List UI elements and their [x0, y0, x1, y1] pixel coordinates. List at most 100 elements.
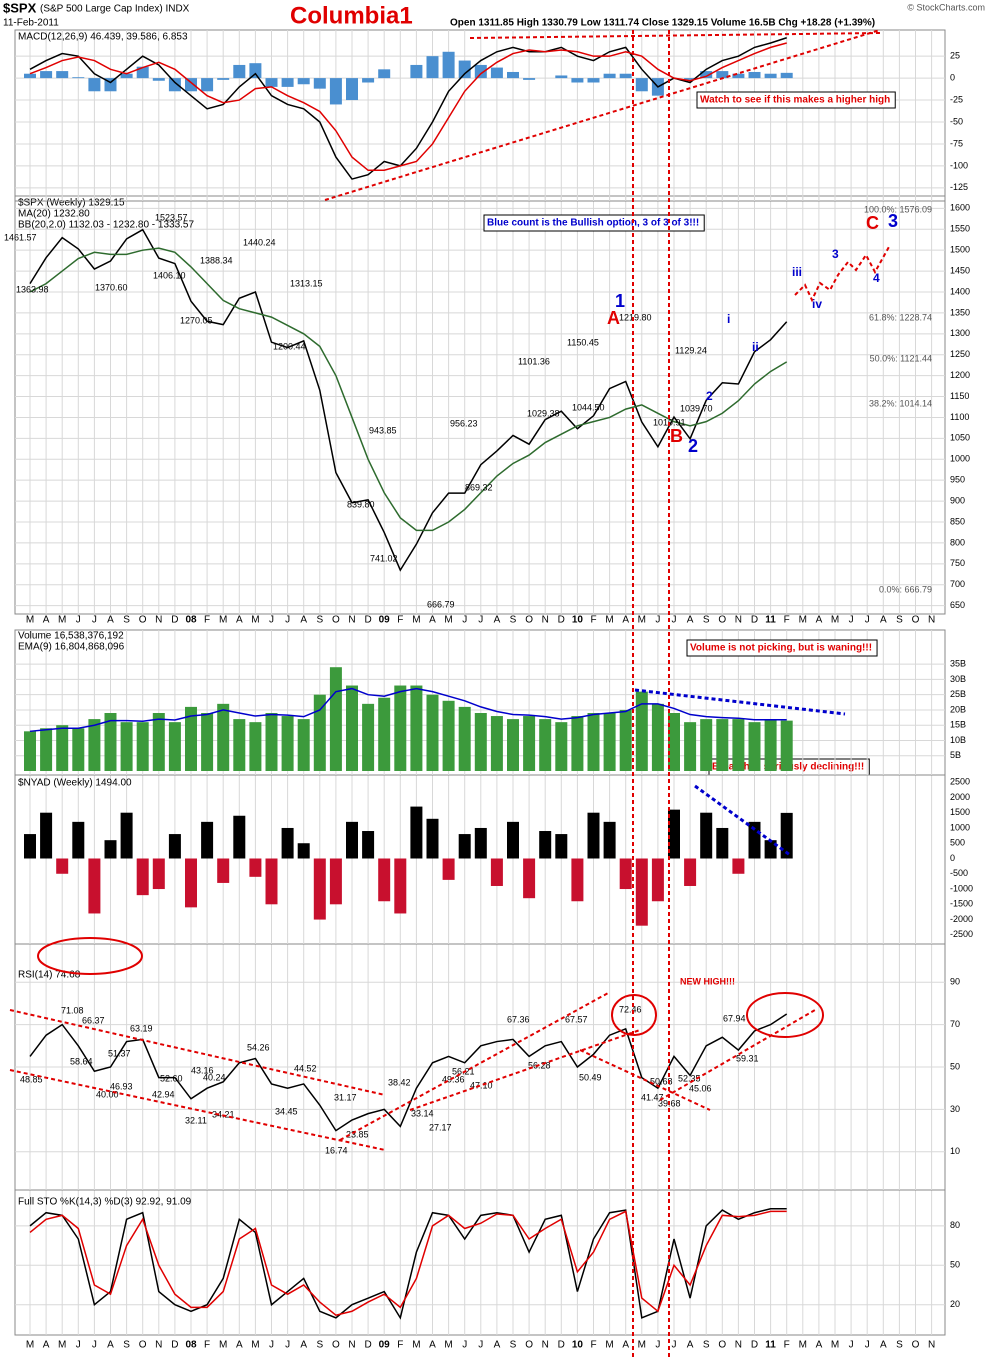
x-tick-label: A	[107, 1340, 114, 1351]
bar	[523, 858, 536, 899]
bar	[233, 719, 246, 771]
x-tick-label: M	[831, 615, 839, 626]
x-tick-label: M	[831, 1340, 839, 1351]
panel-frame	[14, 195, 946, 615]
bar	[72, 821, 85, 859]
bar	[168, 834, 181, 859]
x-tick-label: 08	[185, 615, 197, 626]
bar	[249, 63, 262, 79]
bar	[507, 821, 519, 859]
annotation: 1219.80	[619, 312, 652, 322]
trend-line	[469, 32, 881, 39]
x-tick-label: F	[397, 615, 403, 626]
x-tick-label: O	[139, 1340, 147, 1351]
x-tick-label: N	[928, 1340, 935, 1351]
panel: 80 50 20 Full STO %K(14,3) %D(3) 92.92, 91.…	[14, 1189, 960, 1336]
bar	[410, 685, 423, 771]
bar	[152, 858, 165, 890]
annotation: 869.32	[465, 482, 493, 492]
x-tick-label: A	[236, 615, 243, 626]
trend-line	[409, 1029, 641, 1111]
decor	[9, 29, 891, 1357]
x-tick-label: J	[478, 615, 483, 626]
x-tick-label: A	[494, 615, 501, 626]
x-tick-label: J	[92, 615, 97, 626]
bar	[426, 694, 439, 771]
annotation: 2	[688, 436, 698, 456]
annotation: 1029.38	[527, 408, 560, 418]
y-tick-label: -1000	[950, 883, 973, 893]
annotation: 66.37	[82, 1015, 105, 1025]
bar	[281, 827, 294, 859]
bar	[56, 858, 69, 874]
x-tick-label: J	[655, 615, 660, 626]
bar	[136, 858, 149, 896]
bar	[635, 691, 648, 771]
x-tick-label: S	[510, 1340, 517, 1351]
bar	[780, 72, 793, 79]
legend: RSI(14) 74.68	[18, 970, 81, 981]
annotation: 839.80	[347, 499, 375, 509]
bar	[700, 812, 713, 859]
x-tick-label: J	[655, 1340, 660, 1351]
x-tick-label: F	[784, 615, 790, 626]
bar	[732, 858, 745, 874]
x-tick-label: 08	[185, 1340, 197, 1351]
x-tick-label: N	[542, 1340, 549, 1351]
x-tick-label: A	[816, 1340, 823, 1351]
bar	[684, 858, 697, 886]
x-tick-label: 09	[379, 615, 391, 626]
y-tick-label: 500	[950, 838, 965, 848]
annotation: 33.14	[411, 1108, 434, 1118]
bar	[635, 858, 648, 926]
bar	[523, 78, 536, 80]
bar	[539, 719, 552, 771]
line	[29, 1208, 787, 1320]
bar	[668, 713, 680, 771]
x-tick-label: M	[799, 1340, 807, 1351]
bar	[378, 858, 391, 902]
annotation: A	[607, 308, 620, 328]
x-tick-label: J	[269, 1340, 274, 1351]
x-tick-label: M	[412, 1340, 420, 1351]
annotation: 741.02	[370, 553, 398, 563]
annotation: 72.46	[619, 1004, 642, 1014]
annotation: 61.8%: 1228.74	[869, 312, 932, 322]
y-tick-label: 25B	[950, 689, 966, 699]
x-tick-label: J	[849, 615, 854, 626]
bar	[120, 73, 133, 79]
x-tick-label: J	[285, 1340, 290, 1351]
bar	[185, 858, 197, 908]
bar	[651, 858, 664, 902]
bar	[490, 716, 503, 771]
annotation: 23.85	[346, 1129, 369, 1139]
x-tick-label: M	[412, 615, 420, 626]
x-tick-label: J	[672, 615, 677, 626]
annotation: 0.0%: 666.79	[879, 584, 932, 594]
annotation: 1129.24	[675, 345, 707, 355]
x-tick-label: M	[58, 1340, 66, 1351]
annotation: 52.35	[678, 1073, 701, 1083]
x-tick-label: D	[558, 615, 565, 626]
bar	[297, 843, 310, 859]
callout: Blue count is the Bullish option, 3 of 3…	[487, 218, 699, 229]
bar	[201, 78, 214, 92]
annotation: 2	[706, 389, 713, 403]
annotation: 49.36	[442, 1074, 465, 1084]
annotation: 59.31	[736, 1053, 759, 1063]
bar	[716, 827, 729, 859]
x-tick-label: J	[269, 615, 274, 626]
annotation: 46.93	[110, 1081, 133, 1091]
annotation: 42.94	[152, 1089, 175, 1099]
annotation: 50.0%: 1121.44	[870, 353, 932, 363]
bar	[474, 713, 487, 771]
bar	[281, 78, 294, 87]
bar	[587, 78, 600, 83]
bar	[362, 831, 375, 859]
trend-line	[339, 991, 611, 1141]
y-tick-label: 10B	[950, 735, 966, 745]
x-tick-label: D	[171, 1340, 178, 1351]
bar	[56, 71, 69, 79]
trend-line	[634, 688, 846, 716]
legend: Full STO %K(14,3) %D(3) 92.92, 91.09	[18, 1197, 192, 1208]
